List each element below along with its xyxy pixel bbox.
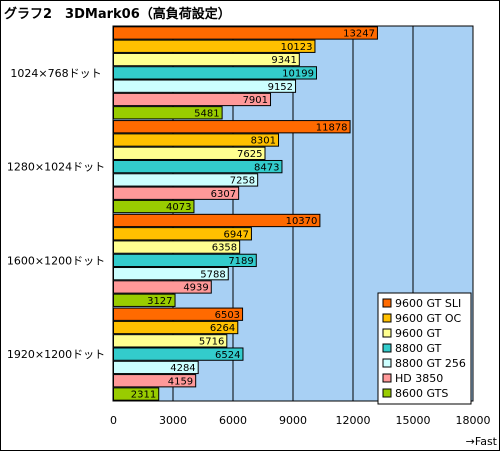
legend-label: 8600 GTS xyxy=(395,387,448,400)
bar-value-label: 3127 xyxy=(147,296,172,307)
bar xyxy=(113,253,257,268)
bar xyxy=(113,334,228,348)
bar-value-label: 6503 xyxy=(215,310,240,321)
legend: 9600 GT SLI 9600 GT OC 9600 GT 8800 GT 8800 … xyxy=(377,292,472,405)
bar-value-label: 8473 xyxy=(254,162,279,173)
legend-box xyxy=(377,292,472,405)
legend-swatch xyxy=(382,388,392,398)
bar xyxy=(113,120,351,134)
bar-value-label: 7901 xyxy=(243,95,268,106)
x-tick-label: 6000 xyxy=(219,414,247,427)
bar-value-label: 9152 xyxy=(268,82,293,93)
bar-value-label: 5716 xyxy=(199,336,224,347)
bar-value-label: 6307 xyxy=(211,189,236,200)
bar xyxy=(113,213,321,228)
bar-value-label: 7625 xyxy=(237,149,262,160)
legend-label: 8800 GT 256 xyxy=(395,357,466,370)
bar-value-label: 6947 xyxy=(223,229,248,240)
x-tick-label: 9000 xyxy=(279,414,307,427)
bar xyxy=(113,199,195,214)
bar xyxy=(113,347,244,361)
bar xyxy=(113,52,300,67)
bar-value-label: 13247 xyxy=(343,29,375,40)
bar-value-label: 2311 xyxy=(131,390,156,401)
bar xyxy=(113,66,317,80)
legend-label: 9600 GT xyxy=(395,327,442,340)
bar-value-label: 6524 xyxy=(215,350,240,361)
bars xyxy=(113,26,378,401)
x-tick-label: 15000 xyxy=(396,414,431,427)
bar xyxy=(113,293,176,307)
bar-value-label: 8301 xyxy=(251,136,276,147)
legend-swatch xyxy=(382,328,392,338)
legend-swatch xyxy=(382,373,392,383)
bar xyxy=(113,320,239,335)
bar-value-label: 9341 xyxy=(271,55,296,66)
legend-label: HD 3850 xyxy=(395,372,443,385)
bar-value-label: 4073 xyxy=(166,202,191,213)
bar xyxy=(113,186,240,200)
category-label: 1024×768ドット xyxy=(10,67,101,80)
bar xyxy=(113,227,252,241)
bar-value-label: 4159 xyxy=(168,376,193,387)
bar xyxy=(113,106,223,120)
bar xyxy=(113,280,212,294)
bar-value-label: 10199 xyxy=(282,69,314,80)
bar xyxy=(113,374,197,388)
legend-label: 8800 GT xyxy=(395,342,442,355)
bar xyxy=(113,173,259,187)
category-label: 1600×1200ドット xyxy=(7,254,105,267)
bar xyxy=(113,39,316,53)
legend-label: 9600 GT SLI xyxy=(395,297,461,310)
legend-swatch xyxy=(382,358,392,368)
bar-value-label: 4939 xyxy=(183,283,208,294)
bar-value-label: 4284 xyxy=(170,363,195,374)
category-label: 1280×1024ドット xyxy=(7,161,105,174)
bar-value-label: 6264 xyxy=(210,323,235,334)
category-label: 1920×1200ドット xyxy=(7,348,105,361)
bar-value-label: 7258 xyxy=(230,176,255,187)
bar xyxy=(113,159,283,174)
bar xyxy=(113,146,266,160)
bar-value-label: 10370 xyxy=(286,216,318,227)
bar xyxy=(113,240,241,254)
x-tick-label: 18000 xyxy=(456,414,491,427)
x-tick-label: 12000 xyxy=(336,414,371,427)
category-labels: 1024×768ドット 1280×1024ドット 1600×1200ドット 1920×… xyxy=(7,67,105,361)
bar-value-label: 11878 xyxy=(316,122,348,133)
chart-title: グラフ2 3DMark06（高負荷設定） xyxy=(4,6,231,22)
x-tick-label: 0 xyxy=(110,414,117,427)
bar-value-label: 5481 xyxy=(194,108,219,119)
bar xyxy=(113,26,378,40)
x-tick-label: 3000 xyxy=(159,414,187,427)
legend-swatch xyxy=(382,313,392,323)
bar xyxy=(113,307,244,321)
bar xyxy=(113,387,160,401)
bar-value-label: 6358 xyxy=(212,243,237,254)
x-axis-label: →Fast xyxy=(466,435,498,448)
legend-swatch xyxy=(382,343,392,353)
bar-value-label: 7189 xyxy=(228,256,253,267)
legend-swatch xyxy=(382,298,392,308)
bar xyxy=(113,267,229,281)
x-axis-ticks: 0 3000 6000 9000 12000 15000 18000 xyxy=(110,414,491,427)
bar xyxy=(113,79,297,93)
bar xyxy=(113,92,272,107)
bar-value-label: 10123 xyxy=(281,42,313,53)
bar xyxy=(113,133,280,147)
bar-value-label: 5788 xyxy=(200,269,225,280)
bar xyxy=(113,360,199,375)
legend-label: 9600 GT OC xyxy=(395,312,461,325)
